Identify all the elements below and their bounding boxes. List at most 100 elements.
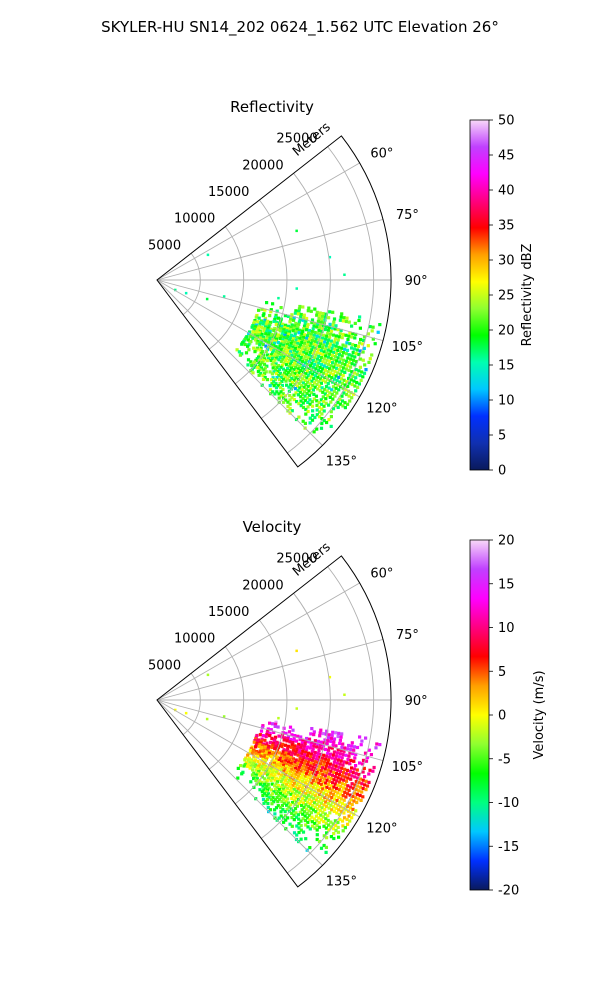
echo-pixel — [314, 773, 318, 777]
echo-pixel — [240, 342, 244, 346]
echo-pixel — [278, 371, 282, 375]
echo-pixel — [346, 402, 350, 406]
echo-pixel — [284, 759, 288, 763]
echo-pixel — [206, 253, 210, 257]
echo-pixel — [328, 395, 332, 399]
echo-pixel — [324, 327, 328, 332]
echo-pixel — [350, 346, 354, 350]
echo-pixel — [318, 358, 322, 362]
echo-pixel — [291, 765, 295, 769]
echo-pixel — [270, 776, 275, 780]
echo-pixel — [339, 805, 343, 809]
echo-pixel — [268, 749, 272, 753]
echo-pixel — [322, 350, 326, 354]
echo-pixel — [351, 332, 355, 336]
echo-pixel — [275, 786, 279, 790]
echo-pixel — [286, 360, 290, 364]
echo-pixel — [357, 789, 361, 793]
echo-pixel — [294, 815, 298, 819]
echo-pixel — [311, 336, 315, 340]
echo-pixel — [256, 740, 260, 744]
echo-pixel — [299, 395, 303, 399]
echo-pixel — [339, 785, 343, 789]
echo-pixel — [293, 340, 297, 344]
echo-pixel — [286, 371, 291, 375]
echo-pixel — [345, 348, 350, 352]
echo-pixel — [296, 734, 300, 738]
echo-pixel — [287, 766, 291, 770]
echo-pixel — [300, 741, 304, 745]
echo-pixel — [267, 324, 271, 328]
echo-pixel — [254, 331, 258, 335]
echo-pixel — [350, 396, 354, 400]
echo-pixel — [280, 744, 284, 749]
echo-pixel — [311, 804, 315, 808]
colorbar-tick-label: 10 — [498, 621, 515, 636]
echo-pixel — [334, 731, 338, 735]
echo-pixel — [342, 378, 346, 382]
echo-pixel — [274, 382, 278, 386]
echo-pixel — [302, 357, 306, 361]
echo-pixel — [286, 348, 290, 352]
echo-pixel — [283, 795, 287, 799]
echo-pixel — [316, 788, 321, 792]
echo-pixel — [286, 327, 290, 331]
echo-pixel — [317, 361, 321, 365]
echo-pixel — [337, 808, 341, 812]
echo-pixel — [320, 374, 324, 378]
echo-pixel — [303, 762, 307, 766]
echo-pixel — [287, 385, 291, 389]
echo-pixel — [311, 778, 315, 783]
echo-pixel — [313, 374, 317, 378]
echo-pixel — [247, 763, 251, 767]
echo-pixel — [255, 313, 259, 318]
echo-pixel — [289, 770, 293, 774]
range-tick-label: 20000 — [242, 158, 283, 173]
echo-pixel — [328, 359, 332, 363]
echo-pixel — [256, 738, 261, 742]
echo-pixel — [312, 796, 316, 801]
echo-pixel — [281, 392, 285, 396]
echo-pixel — [319, 332, 323, 336]
echo-pixel — [316, 368, 321, 372]
echo-pixel — [305, 816, 310, 820]
echo-pixel — [286, 334, 290, 339]
echo-pixel — [339, 769, 343, 774]
echo-pixel — [335, 351, 339, 356]
echo-pixel — [354, 359, 358, 364]
echo-pixel — [339, 357, 343, 361]
echo-pixel — [336, 768, 340, 772]
echo-pixel — [299, 824, 303, 828]
echo-pixel — [306, 800, 310, 804]
echo-pixel — [327, 758, 331, 762]
echo-pixel — [323, 376, 327, 380]
echo-pixel — [360, 782, 364, 786]
echo-pixel — [332, 377, 337, 381]
echo-pixel — [257, 364, 261, 368]
echo-pixel — [286, 737, 290, 741]
echo-pixel — [255, 330, 259, 334]
echo-pixel — [290, 353, 294, 358]
echo-pixel — [344, 388, 348, 392]
echo-pixel — [323, 738, 327, 742]
echo-pixel — [276, 341, 280, 345]
echo-pixel — [327, 325, 331, 329]
echo-pixel — [302, 363, 306, 367]
echo-pixel — [268, 370, 272, 374]
echo-pixel — [305, 745, 309, 749]
echo-pixel — [268, 384, 272, 388]
echo-pixel — [256, 333, 261, 337]
echo-pixel — [253, 775, 257, 779]
echo-pixel — [340, 346, 344, 350]
echo-pixel — [351, 350, 355, 354]
reflectivity-colorbar-bar — [469, 119, 490, 471]
echo-pixel — [296, 768, 300, 772]
echo-pixel — [290, 753, 294, 757]
echo-pixel — [205, 717, 209, 721]
echo-pixel — [343, 790, 347, 794]
echo-pixel — [271, 743, 275, 747]
echo-pixel — [332, 836, 336, 841]
echo-pixel — [353, 791, 357, 795]
echo-pixel — [271, 741, 275, 745]
